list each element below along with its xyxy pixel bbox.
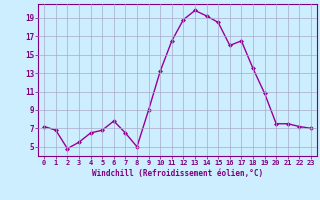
X-axis label: Windchill (Refroidissement éolien,°C): Windchill (Refroidissement éolien,°C) xyxy=(92,169,263,178)
